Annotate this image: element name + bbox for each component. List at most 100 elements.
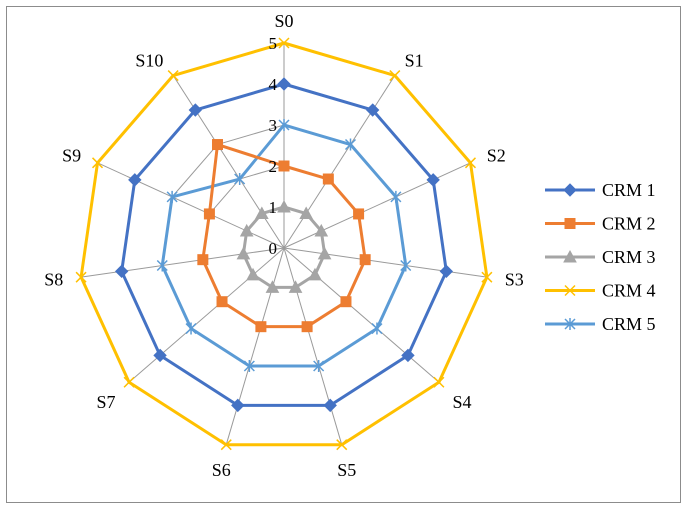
series-line-crm-3 <box>241 205 327 289</box>
data-point-crm-3-S5 <box>288 280 303 293</box>
data-point-crm-4-S10 <box>167 70 179 82</box>
data-point-crm-1-S3 <box>439 264 454 279</box>
series-line-crm-1 <box>120 82 448 407</box>
spoke-S10 <box>172 75 285 249</box>
category-labels: S0 S1 S2 S3 S4 S5 S6 S7 S8 S9 S10 <box>44 11 523 480</box>
series-crm-3 <box>236 199 332 293</box>
category-label-S1: S1 <box>405 50 424 70</box>
data-point-crm-5-S8 <box>156 259 168 272</box>
legend-item-crm-2: CRM 2 <box>545 214 656 234</box>
data-point-crm-2-S0 <box>278 160 290 172</box>
legend-marker <box>564 284 576 297</box>
data-point-crm-1-S4 <box>401 348 415 363</box>
data-point-crm-4-S2 <box>464 157 477 169</box>
data-point-crm-3-S1 <box>299 206 314 220</box>
data-point-crm-4-S4 <box>433 376 445 388</box>
category-label-S10: S10 <box>135 50 163 70</box>
series-crm-1 <box>114 77 454 413</box>
legend-marker <box>564 318 576 330</box>
data-point-crm-5-S9 <box>166 190 178 203</box>
category-label-S5: S5 <box>337 460 356 480</box>
data-point-crm-2-S6 <box>255 321 267 333</box>
series-line-crm-2 <box>201 143 367 329</box>
radial-tick-2: 2 <box>269 157 278 176</box>
category-label-S0: S0 <box>274 11 293 31</box>
data-point-crm-3-S10 <box>254 206 269 220</box>
data-point-crm-1-S8 <box>114 264 129 279</box>
data-point-crm-3-S7 <box>246 267 260 281</box>
data-point-crm-4-S7 <box>123 376 135 388</box>
data-point-crm-3-S3 <box>317 246 332 260</box>
category-label-S3: S3 <box>505 270 524 290</box>
category-label-S8: S8 <box>44 270 63 290</box>
data-point-crm-5-S0 <box>278 119 290 131</box>
series-crm-2 <box>197 139 371 333</box>
data-point-crm-4-S0 <box>278 37 290 49</box>
data-point-crm-2-S8 <box>197 254 209 266</box>
legend-marker <box>563 183 577 197</box>
category-label-S6: S6 <box>212 460 231 480</box>
data-point-crm-5-S7 <box>185 322 197 335</box>
data-point-crm-5-S10 <box>234 173 246 186</box>
series-crm-4 <box>75 37 493 451</box>
legend-label: CRM 3 <box>602 247 656 267</box>
data-point-crm-2-S1 <box>322 173 334 185</box>
data-point-crm-1-S1 <box>365 103 380 117</box>
legend-label: CRM 2 <box>602 214 656 234</box>
data-point-crm-3-S2 <box>314 223 329 237</box>
series-line-crm-4 <box>79 41 489 447</box>
legend-marker <box>564 218 576 229</box>
data-point-crm-5-S4 <box>371 322 383 335</box>
category-label-S4: S4 <box>453 392 472 412</box>
legend-item-crm-5: CRM 5 <box>545 314 656 334</box>
radial-tick-1: 1 <box>269 198 278 217</box>
data-point-crm-4-S1 <box>389 70 401 82</box>
category-label-S2: S2 <box>487 145 506 165</box>
data-point-crm-1-S6 <box>231 398 245 413</box>
radial-tick-3: 3 <box>269 116 278 135</box>
series-crm-5 <box>156 119 412 373</box>
data-point-crm-1-S5 <box>323 398 337 413</box>
data-point-crm-4-S6 <box>220 439 232 451</box>
legend: CRM 1 CRM 2 CRM 3 CRM 4 CRM 5 <box>545 180 656 334</box>
data-point-crm-5-S2 <box>390 190 402 203</box>
data-point-crm-1-S2 <box>426 173 440 187</box>
spoke-S9 <box>97 162 285 249</box>
spoke-S1 <box>283 75 396 249</box>
radial-tick-4: 4 <box>269 75 278 94</box>
legend-marker <box>563 249 577 263</box>
legend-item-crm-3: CRM 3 <box>545 247 656 267</box>
data-point-crm-4-S9 <box>91 157 104 169</box>
data-point-crm-1-S7 <box>153 348 167 363</box>
legend-item-crm-4: CRM 4 <box>545 281 656 301</box>
data-point-crm-5-S5 <box>313 360 325 373</box>
legend-label: CRM 1 <box>602 180 656 200</box>
data-point-crm-4-S3 <box>481 271 493 283</box>
radial-tick-5: 5 <box>269 34 278 53</box>
spoke-S5 <box>283 247 343 445</box>
spoke-S2 <box>283 162 471 249</box>
spoke-S8 <box>81 247 285 278</box>
data-point-crm-1-S10 <box>188 103 203 117</box>
series-group <box>75 37 493 451</box>
data-point-crm-2-S4 <box>340 296 352 308</box>
spoke-S3 <box>283 247 487 278</box>
data-point-crm-2-S10 <box>212 139 224 151</box>
spoke-S7 <box>128 247 285 383</box>
data-point-crm-4-S8 <box>75 271 87 283</box>
data-point-crm-5-S6 <box>243 360 255 373</box>
data-point-crm-2-S2 <box>353 208 365 220</box>
legend-item-crm-1: CRM 1 <box>545 180 656 200</box>
data-point-crm-3-S6 <box>265 280 280 293</box>
data-point-crm-2-S9 <box>203 208 215 220</box>
data-point-crm-2-S7 <box>216 296 228 308</box>
data-point-crm-2-S3 <box>359 254 371 266</box>
radial-tick-labels: 0 1 2 3 4 5 <box>269 34 278 258</box>
category-label-S7: S7 <box>96 392 115 412</box>
data-point-crm-3-S0 <box>277 199 291 213</box>
data-point-crm-4-S5 <box>336 439 348 451</box>
data-point-crm-1-S9 <box>128 173 142 187</box>
data-point-crm-5-S1 <box>344 138 357 151</box>
category-label-S9: S9 <box>62 145 81 165</box>
